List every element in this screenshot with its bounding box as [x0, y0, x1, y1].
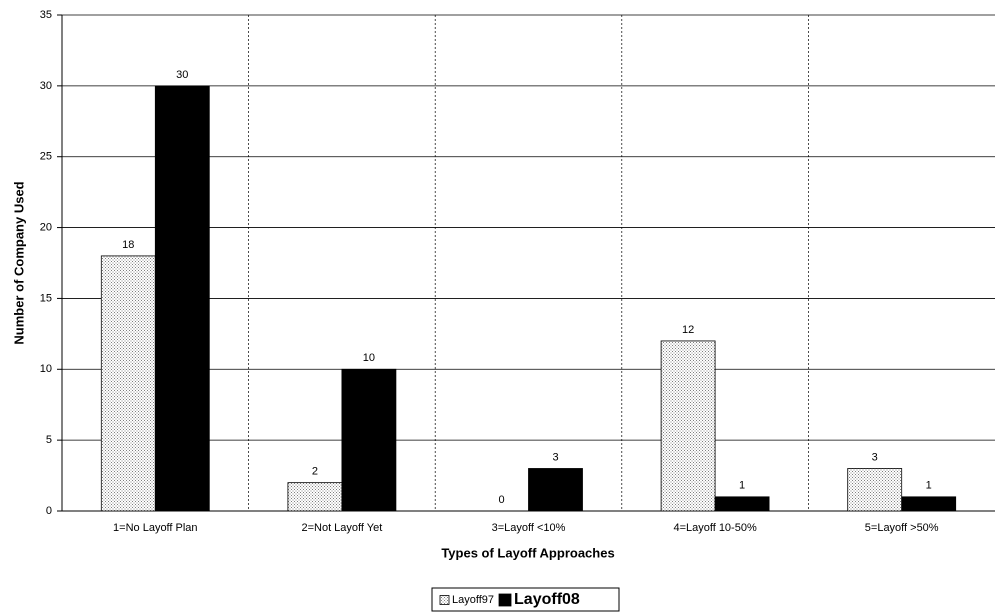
y-tick-label: 0: [46, 505, 52, 517]
x-tick-label: 2=Not Layoff Yet: [301, 522, 382, 534]
x-tick-label: 1=No Layoff Plan: [113, 522, 198, 534]
y-axis-title: Number of Company Used: [11, 181, 26, 344]
value-label: 3: [872, 451, 878, 463]
bar: [528, 468, 583, 512]
value-label: 2: [312, 466, 318, 478]
bar: [714, 496, 770, 512]
legend: Layoff97 Layoff08: [431, 587, 620, 612]
bar: [287, 482, 343, 512]
bar: [100, 255, 156, 512]
value-label: 30: [176, 69, 188, 81]
bar: [154, 85, 210, 512]
legend-swatch: [439, 595, 450, 605]
y-tick-label: 15: [40, 292, 52, 304]
value-label: 12: [682, 324, 694, 336]
x-axis-title: Types of Layoff Approaches: [441, 545, 614, 560]
legend-box: [431, 587, 620, 612]
bar: [847, 468, 903, 512]
value-label: 18: [122, 239, 134, 251]
bar: [660, 340, 716, 512]
legend-swatch: [498, 593, 512, 607]
bar: [901, 496, 957, 512]
y-tick-label: 30: [40, 80, 52, 92]
value-label: 1: [926, 480, 932, 492]
y-tick-label: 35: [40, 9, 52, 21]
x-tick-label: 3=Layoff <10%: [492, 522, 566, 534]
value-label: 1: [739, 480, 745, 492]
y-tick-label: 25: [40, 151, 52, 163]
y-tick-label: 20: [40, 221, 52, 233]
value-label: 0: [498, 494, 504, 506]
y-tick-label: 10: [40, 363, 52, 375]
value-label: 3: [552, 451, 558, 463]
legend-label: Layoff97: [452, 594, 494, 606]
value-label: 10: [363, 352, 375, 364]
x-tick-label: 4=Layoff 10-50%: [673, 522, 756, 534]
legend-label: Layoff08: [514, 591, 580, 608]
x-tick-label: 5=Layoff >50%: [865, 522, 939, 534]
y-tick-label: 5: [46, 434, 52, 446]
bar: [341, 368, 397, 512]
